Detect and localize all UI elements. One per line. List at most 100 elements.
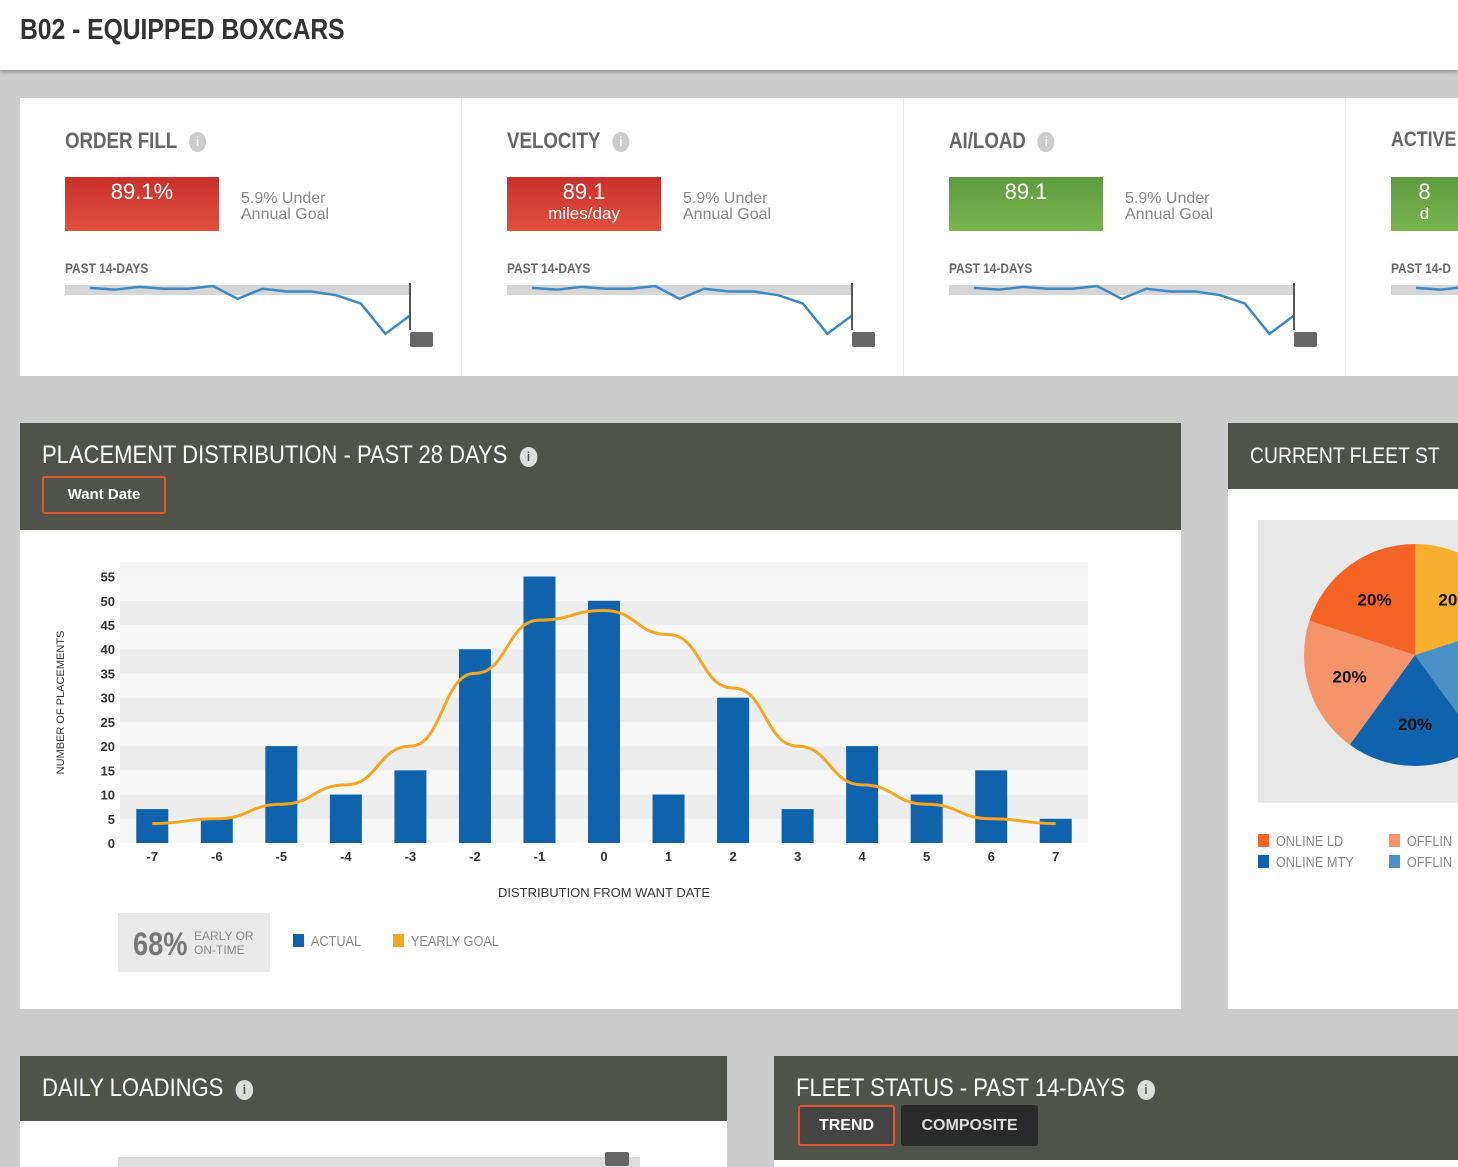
x-tick-label: -3 xyxy=(405,849,417,864)
kpi-title: VELOCITY xyxy=(507,128,601,153)
kpi-period: PAST 14-DAYS xyxy=(949,260,1033,276)
legend-swatch xyxy=(1389,855,1401,868)
legend-label: OFFLIN xyxy=(1406,833,1453,850)
x-tick-label: -7 xyxy=(146,849,158,864)
x-tick-label: -4 xyxy=(340,849,352,864)
legend-label: ACTUAL xyxy=(310,933,362,950)
pie-slice[interactable] xyxy=(1415,621,1458,745)
placement-distribution-panel: PLACEMENT DISTRIBUTION - PAST 28 DAYS i W… xyxy=(20,423,1181,1009)
pie-slice[interactable] xyxy=(1415,544,1458,655)
y-tick-label: 15 xyxy=(101,763,115,778)
kpi-period: PAST 14-D xyxy=(1391,260,1451,276)
bar-actual[interactable] xyxy=(588,600,620,843)
y-tick-label: 10 xyxy=(101,788,115,803)
x-tick-label: -1 xyxy=(534,849,546,864)
note-line: Annual Goal xyxy=(683,206,772,223)
y-tick-label: 30 xyxy=(101,691,115,706)
page-header: B02 - EQUIPPED BOXCARS xyxy=(0,0,1458,70)
on-time-value: 68% xyxy=(133,926,188,962)
kpi-value: 89.1% xyxy=(110,179,174,204)
info-icon[interactable]: i xyxy=(1037,132,1055,152)
note-line: Annual Goal xyxy=(241,206,330,223)
y-tick-label: 20 xyxy=(101,739,115,754)
x-tick-label: 5 xyxy=(923,849,930,864)
sparkline-band xyxy=(65,285,410,295)
legend-swatch xyxy=(1258,855,1270,868)
legend-swatch xyxy=(393,934,405,947)
bar-actual[interactable] xyxy=(394,770,427,843)
kpi-row: ORDER FILL i 89.1% 5.9% Under Annual Goal … xyxy=(20,98,1458,376)
y-tick-label: 5 xyxy=(108,812,115,827)
bar-actual[interactable] xyxy=(265,746,298,843)
bar-actual[interactable] xyxy=(781,809,814,843)
tab-composite[interactable]: COMPOSITE xyxy=(901,1105,1038,1146)
kpi-sparkline xyxy=(507,283,875,347)
bar-actual[interactable] xyxy=(975,770,1008,843)
x-axis-label: DISTRIBUTION FROM WANT DATE xyxy=(498,885,710,900)
fleet-legend-item: OFFLIN xyxy=(1389,833,1452,850)
y-tick-label: 45 xyxy=(101,618,115,633)
bar-actual[interactable] xyxy=(458,649,491,843)
panel-header: PLACEMENT DISTRIBUTION - PAST 28 DAYS i W… xyxy=(20,423,1181,530)
scroll-handle[interactable] xyxy=(410,332,433,347)
scroll-handle[interactable] xyxy=(1294,332,1317,347)
scroll-handle[interactable] xyxy=(605,1152,629,1166)
tab-trend[interactable]: TREND xyxy=(798,1105,895,1146)
kpi-title: ORDER FILL xyxy=(65,128,178,153)
panel-title: CURRENT FLEET ST xyxy=(1250,443,1440,468)
note-line: 5.9% Under xyxy=(683,190,768,207)
pie-label: 20% xyxy=(1358,590,1392,609)
kpi-value: 89.1 xyxy=(562,179,606,204)
bar-actual[interactable] xyxy=(523,576,556,843)
chart-track xyxy=(118,1157,640,1167)
kpi-card: AI/LOAD i 89.1 5.9% Under Annual Goal PAST… xyxy=(904,98,1346,376)
bar-actual[interactable] xyxy=(200,818,233,843)
pie-label: 20% xyxy=(1333,667,1367,686)
y-axis-label: NUMBER OF PLACEMENTS xyxy=(55,631,67,775)
legend-label: ONLINE LD xyxy=(1275,833,1344,850)
panel-header: DAILY LOADINGS i xyxy=(20,1056,727,1121)
kpi-value-badge: 89.1% xyxy=(65,177,219,231)
info-icon[interactable]: i xyxy=(235,1080,254,1100)
y-tick-label: 55 xyxy=(101,570,115,585)
x-tick-label: -6 xyxy=(211,849,223,864)
sparkline-line xyxy=(973,284,1295,336)
x-tick-label: 4 xyxy=(859,849,867,864)
kpi-title: AI/LOAD xyxy=(949,128,1026,153)
kpi-note: 5.9% Under Annual Goal xyxy=(683,191,813,223)
info-icon[interactable]: i xyxy=(189,132,207,152)
pie-slice[interactable] xyxy=(1349,655,1458,767)
bar-actual[interactable] xyxy=(846,746,879,843)
kpi-value-badge: 89.1 miles/day xyxy=(507,177,661,231)
bar-actual[interactable] xyxy=(652,794,685,843)
legend-label: YEARLY GOAL xyxy=(410,933,499,950)
scroll-handle[interactable] xyxy=(852,332,875,347)
bar-actual[interactable] xyxy=(136,809,169,843)
y-tick-label: 50 xyxy=(101,594,115,609)
kpi-value-badge: 89.1 xyxy=(949,177,1103,231)
note-line: 5.9% Under xyxy=(241,190,326,207)
kpi-unit: d xyxy=(1419,204,1430,223)
info-icon[interactable]: i xyxy=(519,447,538,467)
info-icon[interactable]: i xyxy=(612,132,630,152)
info-icon[interactable]: i xyxy=(1137,1080,1155,1100)
pie-slice[interactable] xyxy=(1309,544,1415,655)
kpi-card: ORDER FILL i 89.1% 5.9% Under Annual Goal … xyxy=(20,98,462,376)
legend-swatch xyxy=(1389,834,1401,847)
bar-actual[interactable] xyxy=(329,794,362,843)
legend-label: OFFLIN xyxy=(1406,854,1453,871)
kpi-note: 5.9% Under Annual Goal xyxy=(241,191,371,223)
page-title: B02 - EQUIPPED BOXCARS xyxy=(20,14,345,46)
want-date-button[interactable]: Want Date xyxy=(42,476,166,514)
y-tick-label: 40 xyxy=(101,642,115,657)
kpi-note: 5.9% Under Annual Goal xyxy=(1125,191,1255,223)
sparkline-band xyxy=(1391,285,1458,295)
legend-swatch xyxy=(1258,834,1270,847)
pie-slice[interactable] xyxy=(1304,620,1415,745)
goal-line xyxy=(152,608,1056,826)
note-line: Annual Goal xyxy=(1125,206,1214,223)
fleet-pie-chart: 20% 20% 20% 20% xyxy=(1304,544,1458,767)
bar-actual[interactable] xyxy=(717,697,750,843)
y-tick-label: 25 xyxy=(101,715,115,730)
